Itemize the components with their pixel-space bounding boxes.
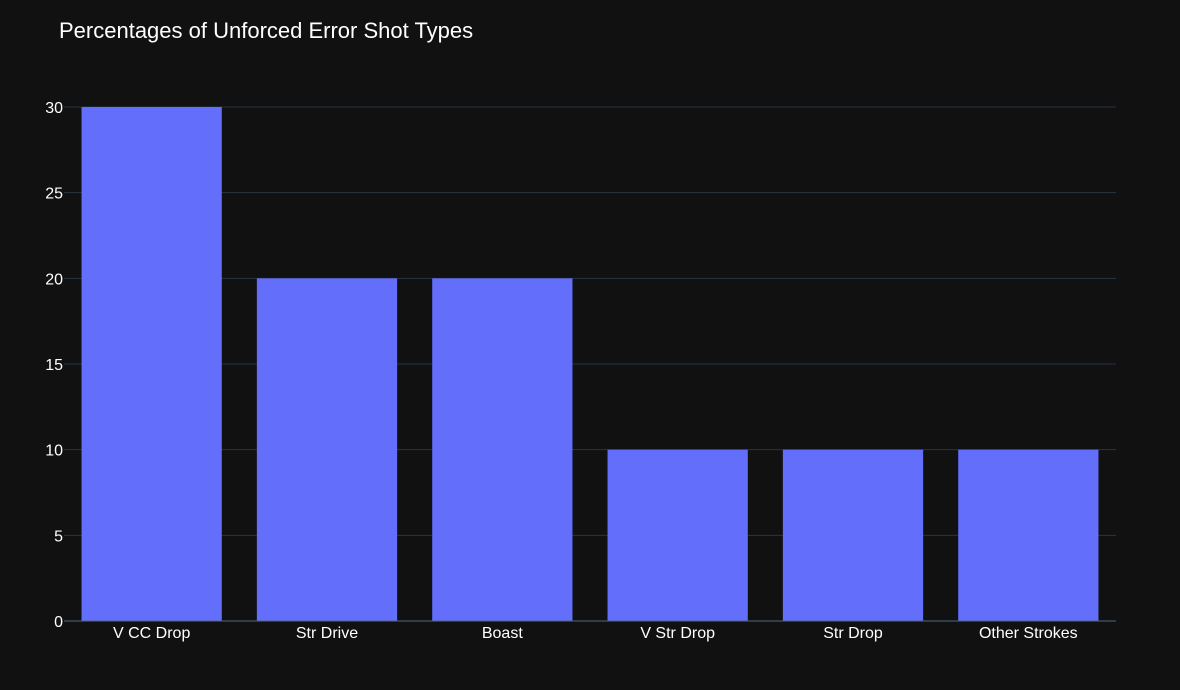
x-tick-label: Boast bbox=[482, 625, 523, 642]
y-tick-label: 5 bbox=[54, 528, 63, 545]
y-tick-label: 15 bbox=[45, 357, 63, 374]
grid-lines bbox=[64, 106, 1116, 536]
axes: 0 5 10 15 20 25 30 V CC Drop Str Drive Boast V Str… bbox=[45, 100, 1116, 642]
y-tick-label: 30 bbox=[45, 100, 63, 117]
bar-str-drop[interactable] bbox=[782, 449, 924, 621]
y-tick-label: 20 bbox=[45, 271, 63, 288]
y-tick-label: 0 bbox=[54, 614, 63, 631]
bar-str-drive[interactable] bbox=[256, 278, 398, 621]
bar-v-cc-drop[interactable] bbox=[81, 107, 222, 621]
chart-title: Percentages of Unforced Error Shot Types bbox=[59, 18, 474, 43]
x-tick-label: V CC Drop bbox=[113, 625, 190, 642]
x-tick-label: Str Drive bbox=[296, 625, 358, 642]
x-tick-label: Str Drop bbox=[823, 625, 883, 642]
bar-boast[interactable] bbox=[432, 278, 573, 621]
x-tick-label: V Str Drop bbox=[640, 625, 715, 642]
y-tick-label: 25 bbox=[45, 186, 63, 203]
x-tick-label: Other Strokes bbox=[979, 625, 1078, 642]
y-tick-label: 10 bbox=[45, 443, 63, 460]
bar-other-strokes[interactable] bbox=[958, 449, 1099, 621]
bars bbox=[81, 107, 1099, 621]
bar-v-str-drop[interactable] bbox=[607, 449, 748, 621]
